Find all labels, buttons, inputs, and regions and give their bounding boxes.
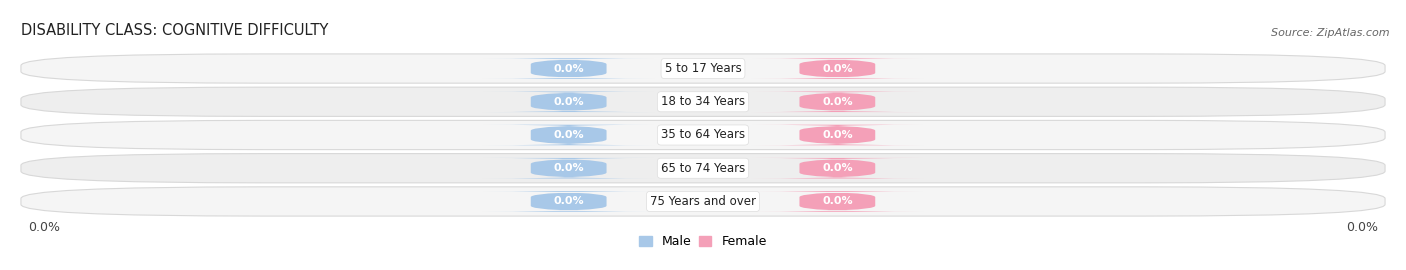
Text: 0.0%: 0.0% [554,63,583,73]
Text: 0.0%: 0.0% [554,130,583,140]
FancyBboxPatch shape [21,120,1385,150]
Text: 0.0%: 0.0% [554,97,583,107]
FancyBboxPatch shape [21,187,1385,216]
FancyBboxPatch shape [482,125,655,145]
FancyBboxPatch shape [751,92,924,112]
Text: 0.0%: 0.0% [1346,221,1378,234]
Text: DISABILITY CLASS: COGNITIVE DIFFICULTY: DISABILITY CLASS: COGNITIVE DIFFICULTY [21,23,329,38]
Text: 0.0%: 0.0% [823,163,852,173]
FancyBboxPatch shape [751,191,924,212]
FancyBboxPatch shape [751,125,924,145]
Text: 5 to 17 Years: 5 to 17 Years [665,62,741,75]
FancyBboxPatch shape [21,154,1385,183]
Text: 0.0%: 0.0% [823,197,852,207]
FancyBboxPatch shape [482,58,655,79]
FancyBboxPatch shape [21,87,1385,116]
FancyBboxPatch shape [482,158,655,178]
FancyBboxPatch shape [482,191,655,212]
Text: 0.0%: 0.0% [823,63,852,73]
Text: 75 Years and over: 75 Years and over [650,195,756,208]
Text: 35 to 64 Years: 35 to 64 Years [661,129,745,141]
Text: 18 to 34 Years: 18 to 34 Years [661,95,745,108]
Legend: Male, Female: Male, Female [634,230,772,253]
Text: 0.0%: 0.0% [823,97,852,107]
Text: 0.0%: 0.0% [28,221,60,234]
Text: 65 to 74 Years: 65 to 74 Years [661,162,745,175]
FancyBboxPatch shape [21,54,1385,83]
FancyBboxPatch shape [482,92,655,112]
FancyBboxPatch shape [751,58,924,79]
Text: 0.0%: 0.0% [554,197,583,207]
Text: Source: ZipAtlas.com: Source: ZipAtlas.com [1271,28,1389,38]
Text: 0.0%: 0.0% [554,163,583,173]
Text: 0.0%: 0.0% [823,130,852,140]
FancyBboxPatch shape [751,158,924,178]
